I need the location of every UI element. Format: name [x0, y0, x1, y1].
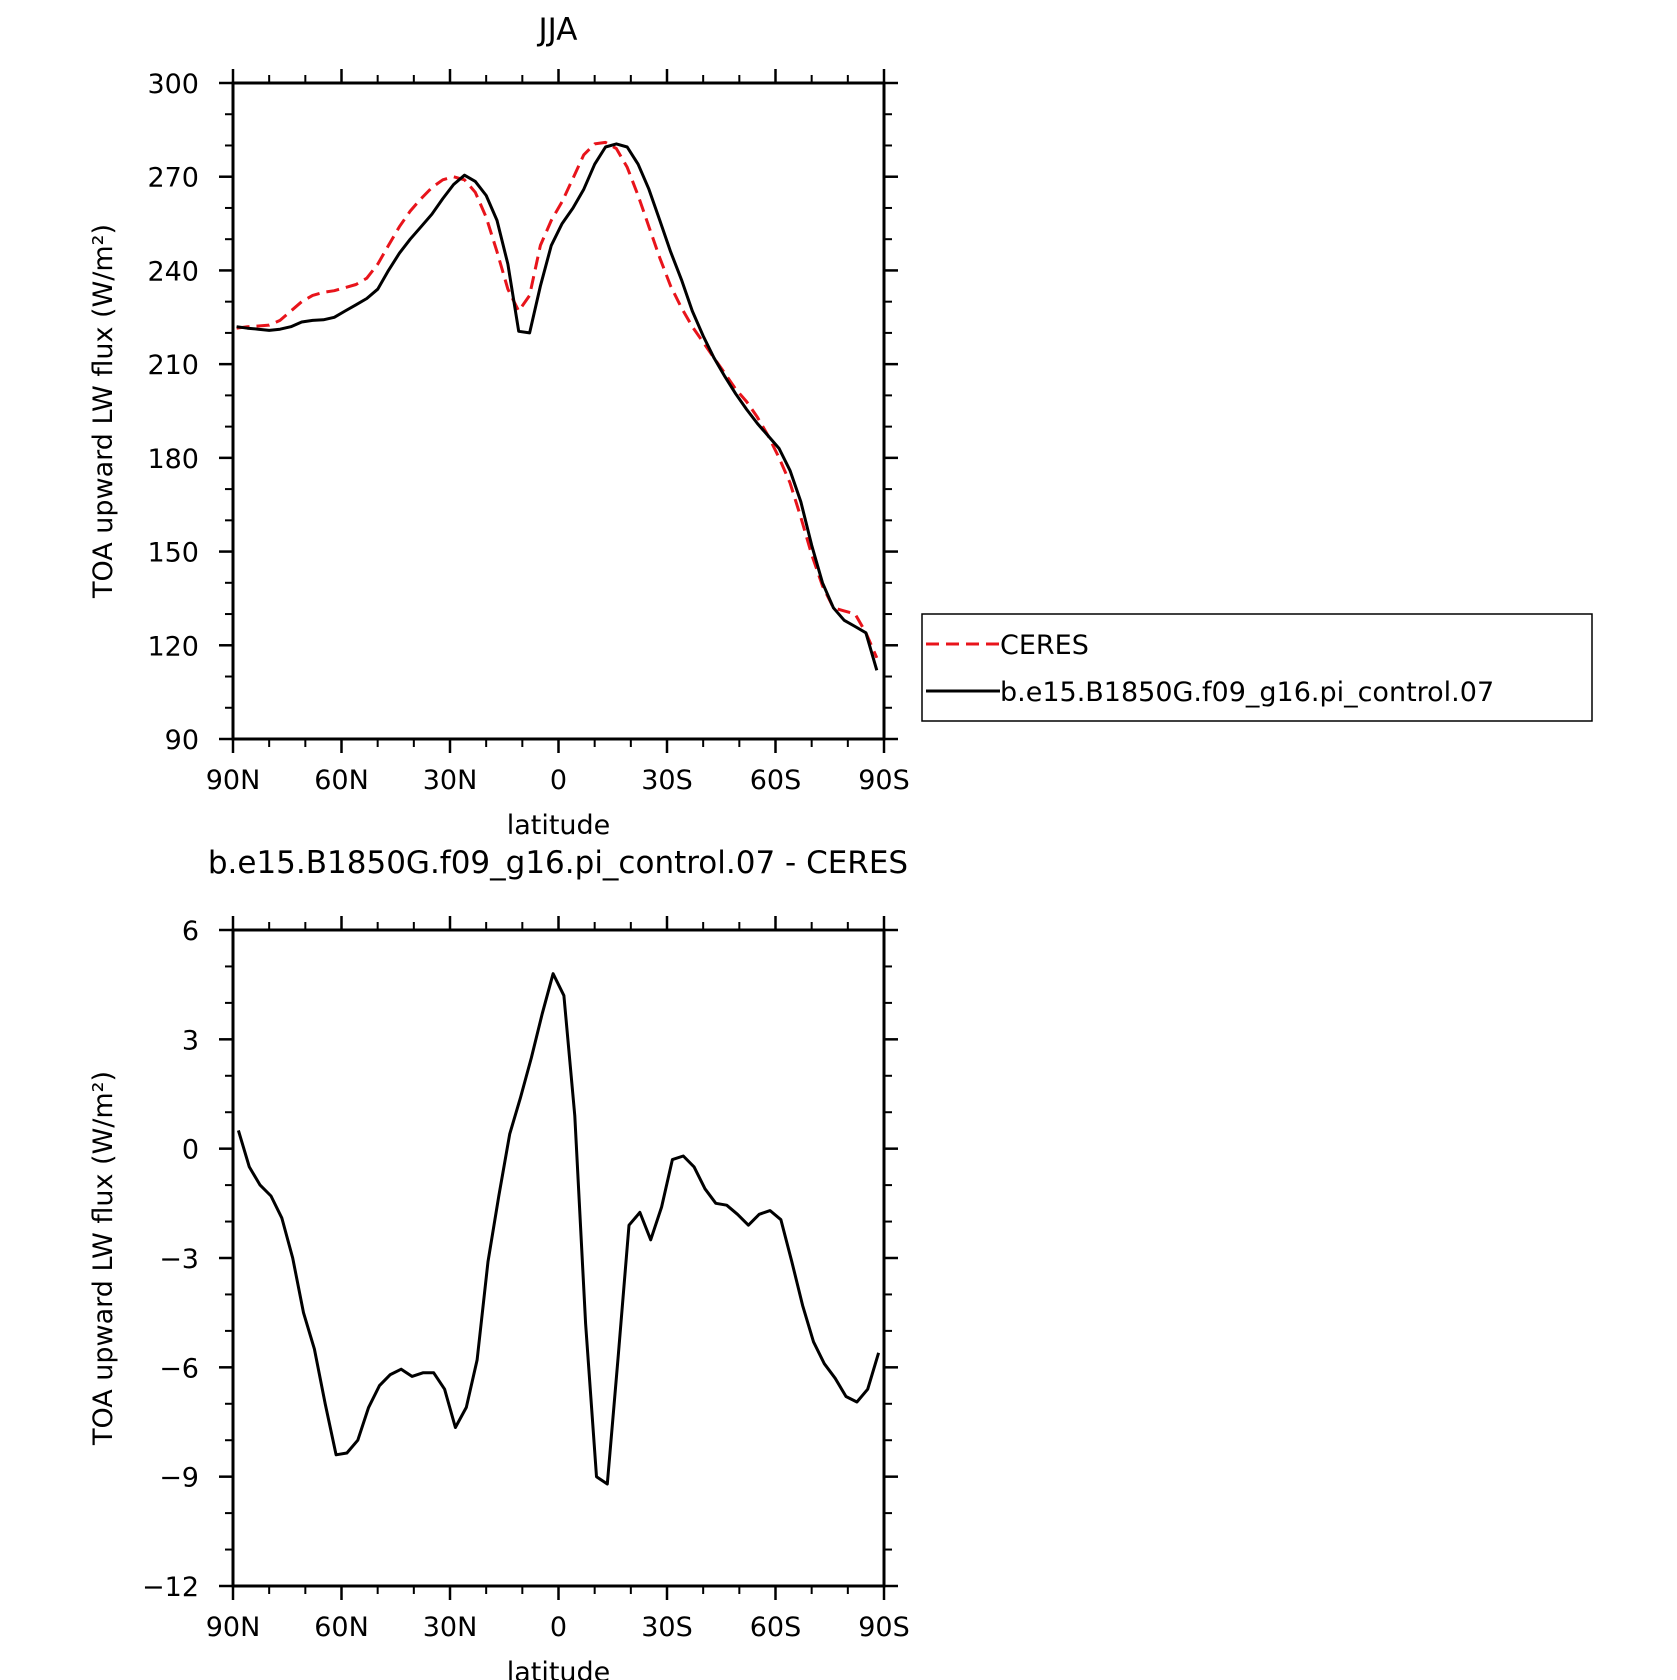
top-chart: JJA 90N 60N 30N 0 30S 60S 90S 90 120 150 180 210 240…	[88, 12, 910, 841]
bottom-chart-frame	[231, 928, 886, 1588]
bottom-chart-tick-labels: 90N 60N 30N 0 30S 60S 90S −12 −9 −6 −3 0 3 6	[142, 916, 910, 1643]
bottom-ytick-label: 0	[182, 1135, 199, 1166]
top-chart-series	[236, 140, 879, 671]
top-chart-tick-labels: 90N 60N 30N 0 30S 60S 90S 90 120 150 180 210 240 270 3…	[147, 69, 909, 796]
top-ytick-label: 180	[147, 444, 199, 475]
top-ytick-label: 270	[147, 163, 199, 194]
top-xtick-label: 60N	[314, 765, 369, 796]
top-series-line-solid	[236, 142, 879, 671]
top-ytick-label: 300	[147, 69, 199, 100]
bottom-xtick-label: 60N	[314, 1612, 369, 1643]
bottom-chart: b.e15.B1850G.f09_g16.pi_control.07 - CER…	[88, 845, 910, 1680]
top-ytick-label: 210	[147, 350, 199, 381]
top-chart-frame	[231, 81, 886, 741]
bottom-chart-series	[236, 972, 881, 1486]
bottom-xtick-label: 30S	[641, 1612, 693, 1643]
bottom-ytick-label: 3	[182, 1025, 199, 1056]
top-ytick-label: 150	[147, 538, 199, 569]
bottom-ytick-label: −6	[159, 1353, 199, 1384]
top-xtick-label: 0	[550, 765, 567, 796]
bottom-chart-xlabel: latitude	[507, 1657, 611, 1680]
bottom-ytick-label: −3	[159, 1244, 199, 1275]
top-xtick-label: 30N	[423, 765, 478, 796]
bottom-chart-ylabel: TOA upward LW flux (W/m²)	[88, 1071, 119, 1446]
top-xtick-label: 90N	[206, 765, 261, 796]
bottom-series-line-solid	[236, 972, 881, 1486]
legend-label-ceres: CERES	[1000, 630, 1089, 661]
bottom-ytick-label: −9	[159, 1463, 199, 1494]
top-chart-xlabel: latitude	[507, 810, 611, 841]
bottom-xtick-label: 90N	[206, 1612, 261, 1643]
bottom-ytick-label: −12	[142, 1572, 199, 1603]
legend-label-model: b.e15.B1850G.f09_g16.pi_control.07	[1000, 677, 1494, 708]
top-ytick-label: 90	[165, 725, 199, 756]
top-xtick-label: 90S	[858, 765, 910, 796]
bottom-chart-title: b.e15.B1850G.f09_g16.pi_control.07 - CER…	[208, 845, 908, 881]
legend-box	[921, 613, 1593, 722]
top-xtick-label: 60S	[750, 765, 802, 796]
bottom-xtick-label: 30N	[423, 1612, 478, 1643]
legend: CERES b.e15.B1850G.f09_g16.pi_control.07	[921, 613, 1593, 722]
top-ytick-label: 120	[147, 631, 199, 662]
bottom-xtick-label: 0	[550, 1612, 567, 1643]
top-chart-ylabel: TOA upward LW flux (W/m²)	[88, 224, 119, 599]
bottom-ytick-label: 6	[182, 916, 199, 947]
top-chart-title: JJA	[537, 12, 578, 48]
bottom-xtick-label: 60S	[750, 1612, 802, 1643]
top-xtick-label: 30S	[641, 765, 693, 796]
bottom-xtick-label: 90S	[858, 1612, 910, 1643]
top-series-line-dashed	[236, 140, 879, 659]
top-ytick-label: 240	[147, 256, 199, 287]
